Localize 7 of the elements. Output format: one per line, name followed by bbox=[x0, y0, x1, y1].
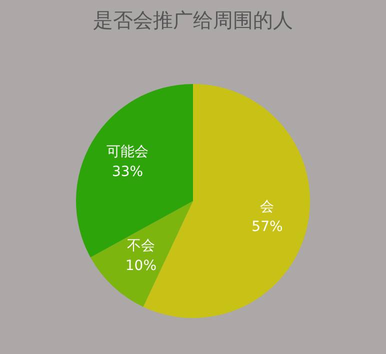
chart-title: 是否会推广给周围的人 bbox=[93, 8, 293, 32]
data-label: 10% bbox=[125, 258, 157, 274]
slice-label: 不会 bbox=[126, 238, 155, 254]
data-label: 57% bbox=[252, 219, 283, 236]
data-label: 33% bbox=[112, 164, 144, 180]
slice-label: 会 bbox=[260, 199, 274, 216]
slice-label: 可能会 bbox=[106, 144, 149, 160]
